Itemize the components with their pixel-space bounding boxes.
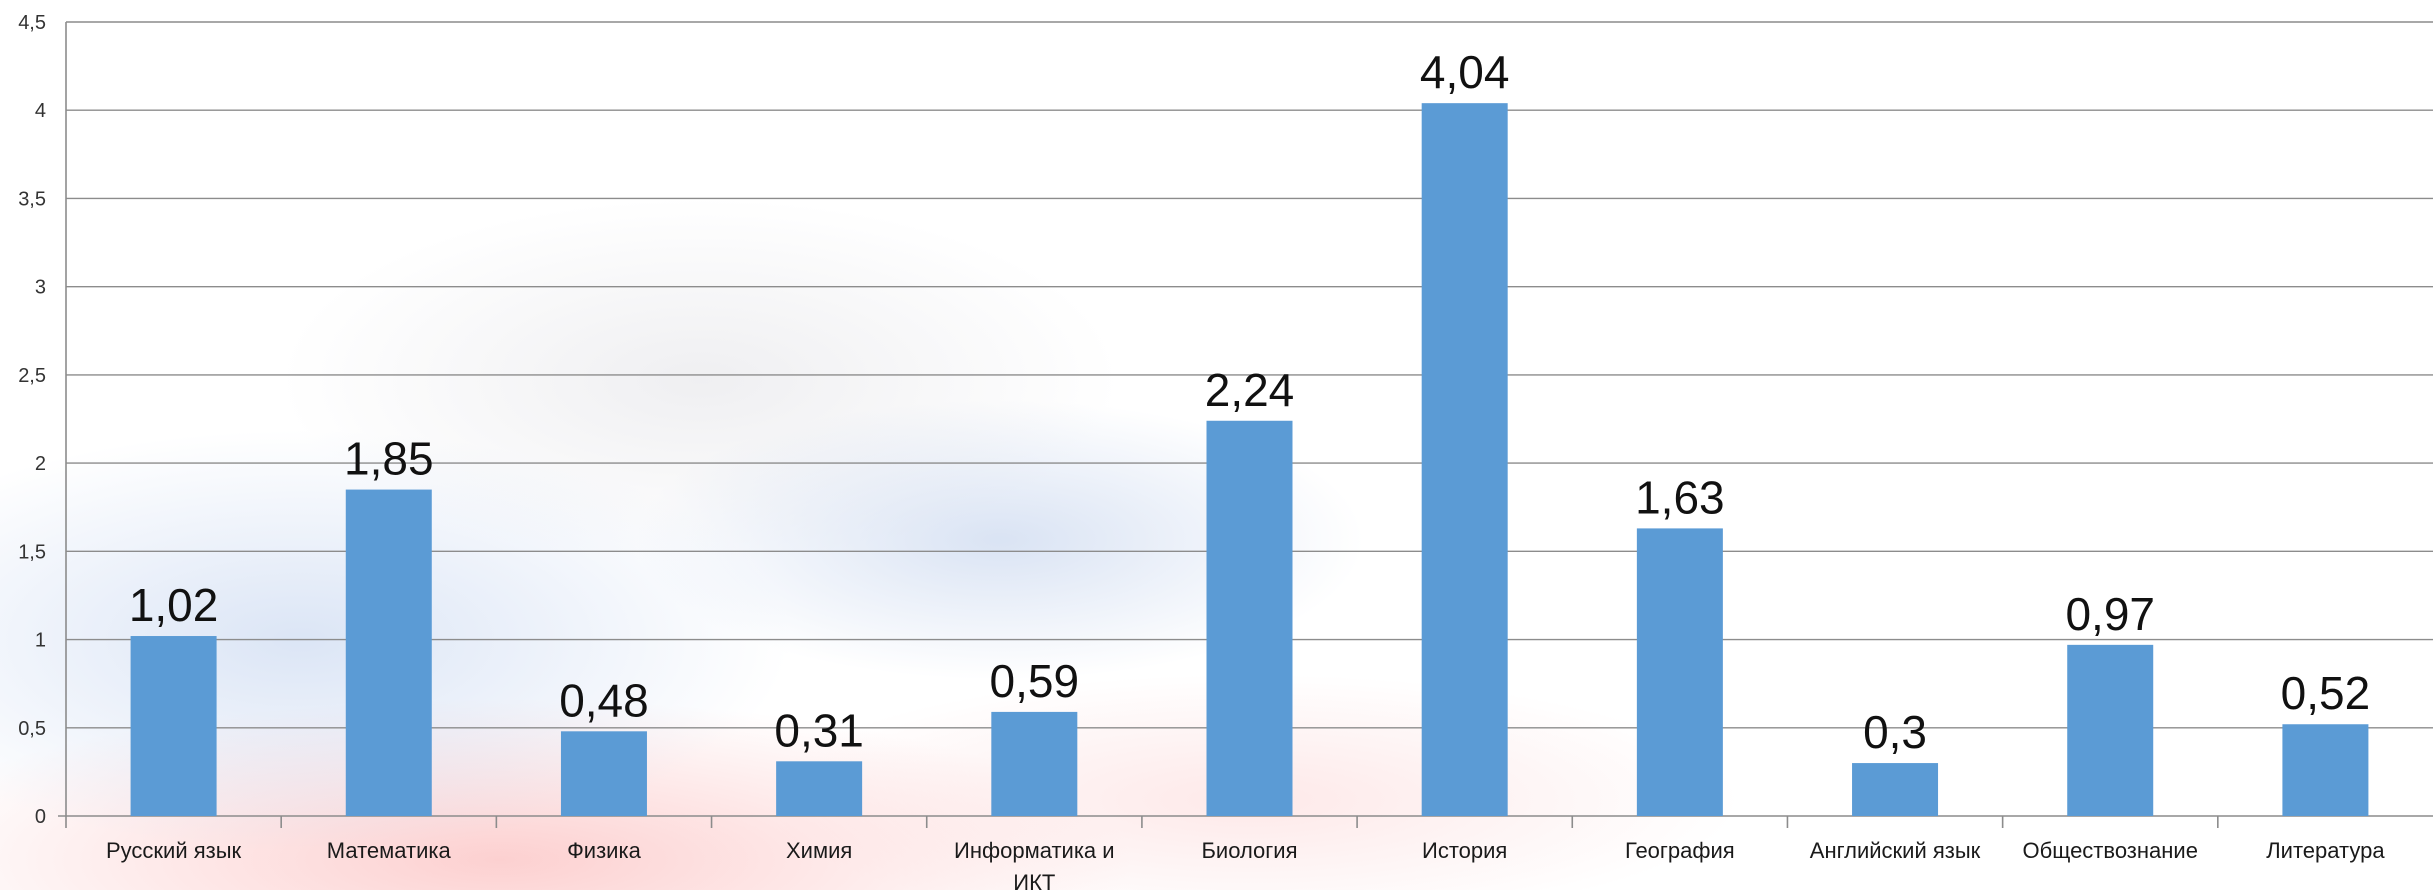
data-label: 4,04: [1420, 46, 1510, 98]
x-tick-label: Математика: [327, 838, 452, 863]
x-tick-label-line: Математика: [327, 838, 452, 863]
x-tick-label: География: [1625, 838, 1735, 863]
bar: [130, 636, 217, 816]
y-tick-label: 0: [35, 806, 46, 828]
data-label: 0,59: [990, 655, 1080, 707]
x-tick-label: Биология: [1201, 838, 1297, 863]
bar: [345, 489, 432, 816]
x-tick-label: Английский язык: [1810, 838, 1981, 863]
x-tick-label: Химия: [786, 838, 852, 863]
x-tick-label: Обществознание: [2023, 838, 2198, 863]
y-tick-label: 3,5: [18, 188, 46, 210]
bar: [1206, 420, 1293, 816]
x-tick-label: Физика: [567, 838, 641, 863]
x-tick-label-line: Обществознание: [2023, 838, 2198, 863]
bar: [2067, 644, 2154, 816]
x-tick-label-line: Английский язык: [1810, 838, 1981, 863]
x-tick-label-line: История: [1422, 838, 1507, 863]
data-label: 0,3: [1863, 706, 1927, 758]
data-label: 0,52: [2281, 667, 2371, 719]
data-label: 1,85: [344, 433, 434, 485]
x-tick-label-line: Химия: [786, 838, 852, 863]
data-label: 1,02: [129, 579, 219, 631]
y-tick-label: 4,5: [18, 12, 46, 34]
x-tick-label-line: ИКТ: [1013, 870, 1055, 890]
bar: [1636, 528, 1723, 816]
y-tick-label: 3: [35, 277, 46, 299]
x-tick-label-line: Биология: [1201, 838, 1297, 863]
y-tick-label: 1,5: [18, 541, 46, 563]
data-label: 2,24: [1205, 364, 1295, 416]
y-tick-label: 2: [35, 453, 46, 475]
data-label: 0,31: [774, 704, 864, 756]
y-tick-label: 1: [35, 630, 46, 652]
data-label: 0,97: [2065, 588, 2155, 640]
x-tick-label-line: Физика: [567, 838, 641, 863]
x-tick-label: Информатика и ИКТ: [954, 838, 1115, 890]
x-tick-label-line: Информатика и: [954, 838, 1115, 863]
x-tick-label: Литература: [2266, 838, 2385, 863]
bar: [1421, 103, 1508, 817]
y-tick-label: 4: [35, 100, 46, 122]
x-tick-label: История: [1422, 838, 1507, 863]
bar: [1852, 763, 1939, 816]
bar: [2282, 724, 2369, 816]
x-tick-label: Русский язык: [106, 838, 242, 863]
x-tick-label-line: Русский язык: [106, 838, 242, 863]
x-tick-label-line: Литература: [2266, 838, 2385, 863]
bar: [776, 761, 863, 816]
bar: [560, 731, 647, 816]
x-tick-label-line: География: [1625, 838, 1735, 863]
y-tick-label: 2,5: [18, 365, 46, 387]
bar: [991, 711, 1078, 816]
data-label: 0,48: [559, 674, 649, 726]
y-tick-label: 0,5: [18, 718, 46, 740]
data-label: 1,63: [1635, 471, 1725, 523]
